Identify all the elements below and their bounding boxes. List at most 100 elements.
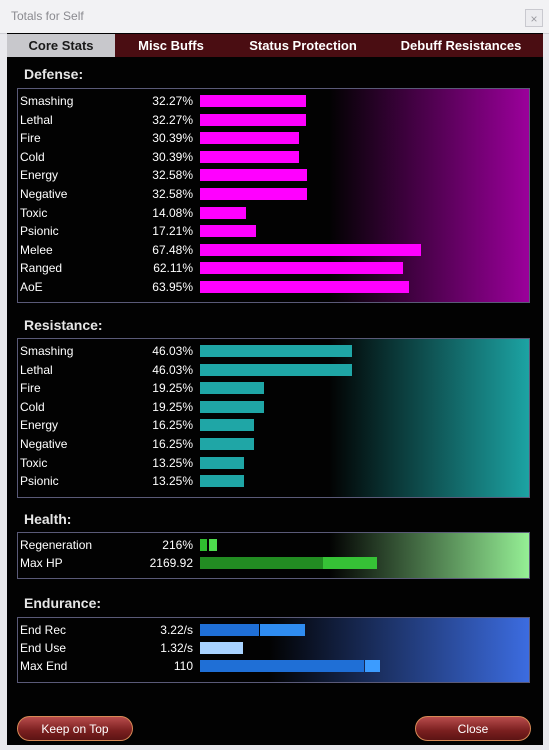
- defense-label: Cold: [20, 149, 45, 164]
- tab-debuff-resistances[interactable]: Debuff Resistances: [400, 38, 522, 53]
- endurance-label: End Rec: [20, 623, 67, 637]
- resistance-label: Energy: [20, 418, 59, 433]
- resistance-label: Fire: [20, 381, 41, 396]
- defense-row: Smashing 32.27%: [18, 92, 529, 110]
- endurance-row-end-use: End Use 1.32/s: [18, 639, 529, 657]
- resistance-label: Negative: [20, 437, 68, 451]
- defense-bar: [200, 262, 403, 275]
- resistance-label: Cold: [20, 399, 45, 414]
- title-bar: Totals for Self ×: [0, 0, 549, 34]
- resistance-box: Smashing 46.03% Lethal 46.03% Fire 19.25% Cold…: [17, 338, 530, 498]
- defense-value: 14.08%: [152, 205, 193, 220]
- resistance-bar: [200, 400, 264, 413]
- tab-bar: Core Stats Misc Buffs Status Protection …: [7, 34, 543, 57]
- defense-row: Psionic 17.21%: [18, 222, 529, 240]
- max-end-bar: [200, 660, 364, 672]
- end-rec-bar-bonus: [260, 624, 305, 636]
- defense-value: 32.27%: [152, 94, 193, 108]
- defense-row: AoE 63.95%: [18, 278, 529, 296]
- close-button[interactable]: Close: [415, 716, 531, 741]
- endurance-value: 1.32/s: [160, 641, 193, 655]
- health-value: 2169.92: [149, 556, 193, 570]
- defense-label: Energy: [20, 168, 59, 183]
- defense-box: Smashing 32.27% Lethal 32.27% Fire 30.39% Cold…: [17, 88, 530, 303]
- resistance-value: 19.25%: [152, 381, 193, 396]
- defense-value: 32.27%: [152, 112, 193, 127]
- health-box: Regeneration 216% Max HP 2169.92: [17, 532, 530, 579]
- defense-value: 63.95%: [152, 280, 193, 294]
- defense-bar: [200, 243, 421, 256]
- max-end-bar-bonus: [365, 660, 380, 672]
- endurance-value: 3.22/s: [160, 623, 193, 637]
- defense-row: Negative 32.58%: [18, 185, 529, 203]
- endurance-label: End Use: [20, 641, 67, 655]
- defense-row: Energy 32.58%: [18, 166, 529, 184]
- resistance-label: Psionic: [20, 474, 59, 489]
- resistance-value: 16.25%: [152, 437, 193, 451]
- resistance-bar: [200, 382, 264, 395]
- defense-bar: [200, 188, 307, 200]
- defense-row: Lethal 32.27%: [18, 111, 529, 129]
- resistance-value: 16.25%: [152, 418, 193, 433]
- defense-label: Melee: [20, 242, 53, 257]
- defense-bar: [200, 169, 307, 182]
- resistance-value: 13.25%: [152, 474, 193, 489]
- resistance-value: 19.25%: [152, 399, 193, 414]
- tab-misc-buffs[interactable]: Misc Buffs: [138, 38, 204, 53]
- health-gradient: [329, 533, 529, 578]
- regeneration-bar-bonus: [209, 539, 217, 551]
- health-value: 216%: [162, 538, 193, 552]
- defense-row: Fire 30.39%: [18, 129, 529, 147]
- defense-bar: [200, 150, 299, 163]
- resistance-row: Negative 16.25%: [18, 435, 529, 453]
- resistance-bar: [200, 475, 244, 488]
- defense-bar: [200, 132, 299, 145]
- resistance-bar: [200, 438, 254, 450]
- resistance-label: Smashing: [20, 344, 74, 358]
- endurance-row-max-end: Max End 110: [18, 657, 529, 675]
- end-use-bar: [200, 642, 243, 654]
- defense-label: Smashing: [20, 94, 74, 108]
- resistance-bar: [200, 456, 244, 469]
- resistance-heading: Resistance:: [24, 317, 103, 333]
- endurance-row-end-rec: End Rec 3.22/s: [18, 621, 529, 639]
- endurance-label: Max End: [20, 659, 68, 673]
- health-row-max-hp: Max HP 2169.92: [18, 554, 529, 572]
- resistance-row: Fire 19.25%: [18, 379, 529, 397]
- resistance-value: 46.03%: [152, 344, 193, 358]
- keep-on-top-button[interactable]: Keep on Top: [17, 716, 133, 741]
- health-label: Regeneration: [20, 538, 93, 552]
- defense-label: Negative: [20, 187, 68, 201]
- resistance-value: 13.25%: [152, 455, 193, 470]
- defense-row: Toxic 14.08%: [18, 204, 529, 222]
- defense-label: Toxic: [20, 205, 48, 220]
- resistance-row: Toxic 13.25%: [18, 454, 529, 472]
- defense-row: Melee 67.48%: [18, 241, 529, 259]
- endurance-box: End Rec 3.22/s End Use 1.32/s Max End 11…: [17, 617, 530, 683]
- tab-status-protection[interactable]: Status Protection: [249, 38, 357, 53]
- defense-value: 32.58%: [152, 187, 193, 201]
- resistance-row: Energy 16.25%: [18, 416, 529, 434]
- resistance-gradient: [329, 339, 529, 497]
- defense-value: 17.21%: [152, 224, 193, 239]
- defense-bar: [200, 95, 306, 107]
- max-hp-bar: [200, 557, 323, 569]
- close-icon[interactable]: ×: [525, 9, 543, 27]
- regeneration-bar: [200, 539, 207, 551]
- resistance-row: Lethal 46.03%: [18, 361, 529, 379]
- defense-bar: [200, 225, 256, 238]
- health-label: Max HP: [20, 556, 63, 570]
- totals-panel: Core Stats Misc Buffs Status Protection …: [7, 33, 543, 745]
- endurance-value: 110: [173, 659, 193, 673]
- defense-value: 30.39%: [152, 149, 193, 164]
- defense-value: 62.11%: [153, 261, 193, 276]
- resistance-row: Cold 19.25%: [18, 398, 529, 416]
- health-heading: Health:: [24, 511, 72, 527]
- defense-value: 30.39%: [152, 131, 193, 146]
- defense-row: Cold 30.39%: [18, 148, 529, 166]
- defense-row: Ranged 62.11%: [18, 259, 529, 277]
- defense-bar: [200, 281, 409, 293]
- tab-core-stats[interactable]: Core Stats: [7, 34, 115, 57]
- defense-heading: Defense:: [24, 66, 84, 82]
- defense-label: Lethal: [20, 112, 53, 127]
